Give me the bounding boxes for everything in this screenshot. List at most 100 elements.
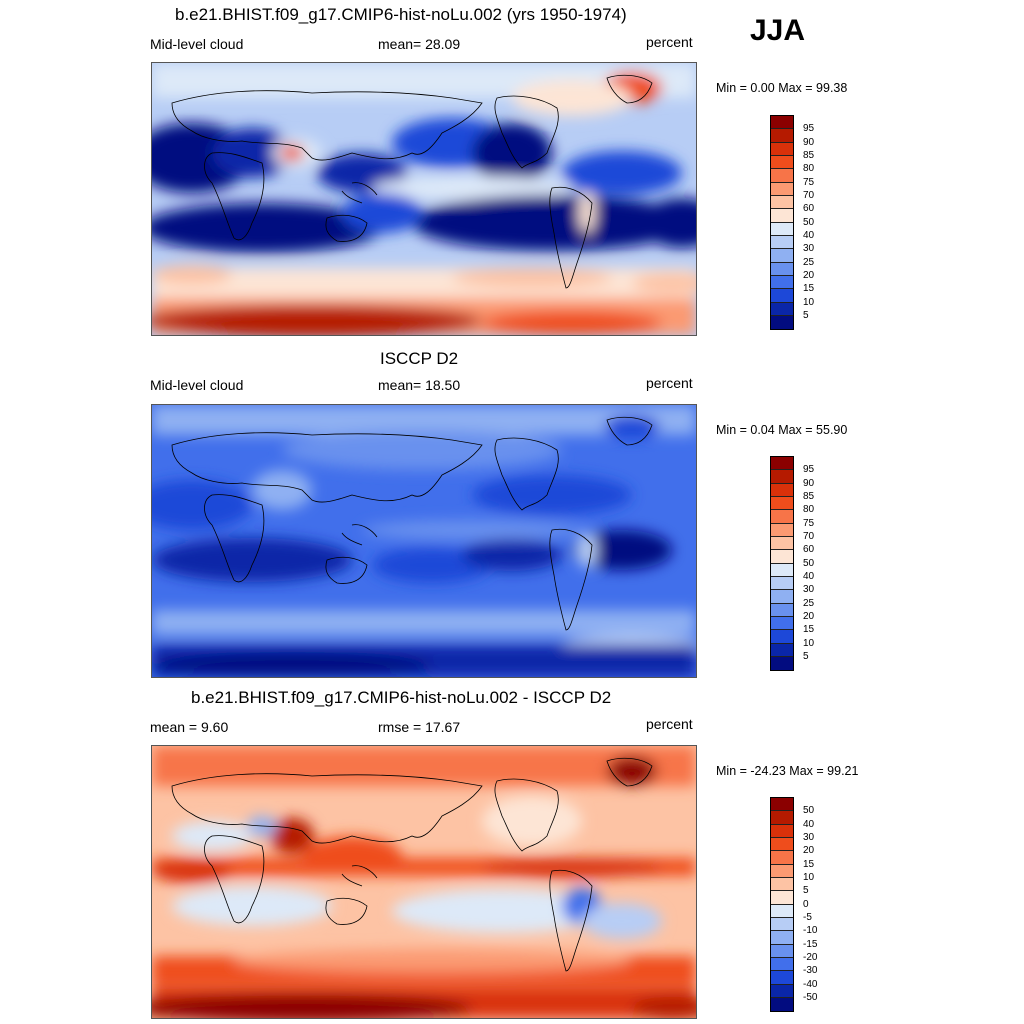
panel-2-title: ISCCP D2: [380, 349, 459, 368]
panel-2-colorbar-segment: [771, 576, 793, 591]
panel-2-colorbar-tick-label: 75: [803, 517, 815, 529]
panel-1-colorbar-tick-label: 95: [803, 123, 815, 135]
panel-1-colorbar-tick-label: 30: [803, 243, 815, 255]
panel-2-colorbar-segment: [771, 563, 793, 577]
panel-1-colorbar-segment: [771, 302, 793, 316]
panel-3-map: [151, 745, 697, 1019]
panel-1-colorbar-tick-label: 15: [803, 283, 815, 295]
panel-1-colorbar-tick-label: 80: [803, 163, 815, 175]
panel-1-colorbar-segment: [771, 275, 793, 290]
panel-3-map-graphic: [152, 746, 696, 1018]
panel-3-colorbar-segment: [771, 824, 793, 838]
panel-1-colorbar-segment: [771, 129, 793, 143]
panel-2-colorbar-tick-label: 20: [803, 610, 815, 622]
panel-1-colorbar-segment: [771, 182, 793, 196]
panel-3-colorbar-segment: [771, 851, 793, 865]
panel-3-colorbar-segment: [771, 944, 793, 958]
panel-2-colorbar-segment: [771, 643, 793, 657]
panel-1-map: [151, 62, 697, 336]
panel-3-title: b.e21.BHIST.f09_g17.CMIP6-hist-noLu.002 …: [191, 688, 612, 707]
panel-3-minmax: Min = -24.23 Max = 99.21: [716, 764, 859, 778]
panel-1-colorbar-tick-label: 85: [803, 149, 815, 161]
panel-3-colorbar-segment: [771, 877, 793, 892]
panel-2-colorbar-tick-label: 15: [803, 624, 815, 636]
panel-3-colorbar-tick-label: 40: [803, 818, 815, 830]
panel-2-colorbar-segment: [771, 510, 793, 524]
panel-1-colorbar: [770, 115, 794, 331]
panel-2-colorbar-tick-label: 5: [803, 650, 809, 662]
panel-3-colorbar-tick-label: -15: [803, 938, 818, 950]
panel-2-colorbar-tick-label: 70: [803, 530, 815, 542]
panel-2-colorbar-segment: [771, 470, 793, 484]
panel-2-colorbar-segment: [771, 656, 793, 671]
panel-3-colorbar-tick-label: 20: [803, 845, 815, 857]
panel-2-colorbar-tick-label: 60: [803, 544, 815, 556]
panel-2-colorbar-tick-label: 10: [803, 637, 815, 649]
panel-3-colorbar-tick-label: 5: [803, 885, 809, 897]
panel-3-colorbar-segment: [771, 957, 793, 972]
panel-1-colorbar-segment: [771, 249, 793, 263]
panel-3-colorbar-tick-label: -30: [803, 965, 818, 977]
panel-1-colorbar-tick-label: 90: [803, 136, 815, 148]
panel-3-colorbar-segment: [771, 931, 793, 945]
panel-3-colorbar-segment: [771, 811, 793, 825]
panel-3-colorbar-segment: [771, 891, 793, 905]
panel-2-colorbar: [770, 456, 794, 672]
panel-3-rmse-label: rmse = 17.67: [378, 719, 461, 735]
panel-2-colorbar-segment: [771, 616, 793, 631]
panel-3-colorbar-segment: [771, 971, 793, 985]
panel-1-units-label: percent: [646, 34, 693, 50]
panel-2-colorbar-segment: [771, 483, 793, 497]
panel-2-colorbar-tick-label: 25: [803, 597, 815, 609]
panel-1-colorbar-segment: [771, 116, 793, 130]
panel-2-colorbar-tick-label: 40: [803, 570, 815, 582]
panel-1-colorbar-tick-label: 40: [803, 229, 815, 241]
panel-1-variable-label: Mid-level cloud: [150, 36, 244, 52]
panel-1-colorbar-segment: [771, 222, 793, 236]
panel-2-map: [151, 404, 697, 678]
panel-3-colorbar-segment: [771, 997, 793, 1012]
panel-3-colorbar-segment: [771, 864, 793, 878]
panel-2-colorbar-tick-label: 90: [803, 477, 815, 489]
panel-2-colorbar-tick-label: 50: [803, 557, 815, 569]
panel-1-colorbar-tick-label: 5: [803, 309, 809, 321]
panel-1-title: b.e21.BHIST.f09_g17.CMIP6-hist-noLu.002 …: [175, 5, 627, 24]
panel-1-colorbar-segment: [771, 155, 793, 170]
panel-3-colorbar-segment: [771, 984, 793, 998]
panel-2-colorbar-tick-label: 85: [803, 490, 815, 502]
panel-1-colorbar-segment: [771, 262, 793, 276]
season-label: JJA: [750, 14, 806, 47]
panel-2-colorbar-tick-label: 95: [803, 464, 815, 476]
panel-2-colorbar-segment: [771, 536, 793, 551]
panel-3-colorbar-segment: [771, 904, 793, 918]
panel-1-colorbar-segment: [771, 235, 793, 250]
panel-2-colorbar-tick-label: 80: [803, 504, 815, 516]
panel-2-minmax: Min = 0.04 Max = 55.90: [716, 423, 848, 437]
panel-1-colorbar-segment: [771, 289, 793, 303]
panel-3-units-label: percent: [646, 716, 693, 732]
panel-3-colorbar: [770, 797, 794, 1013]
panel-1-mean-label: mean= 28.09: [378, 36, 461, 52]
panel-1-colorbar-tick-label: 70: [803, 189, 815, 201]
panel-1-colorbar-segment: [771, 169, 793, 183]
panel-1-map-graphic: [152, 63, 696, 335]
panel-2-mean-label: mean= 18.50: [378, 377, 461, 393]
panel-2-map-graphic: [152, 405, 696, 677]
panel-2-colorbar-segment: [771, 590, 793, 604]
panel-2-colorbar-segment: [771, 603, 793, 617]
panel-1-colorbar-segment: [771, 315, 793, 330]
panel-3-colorbar-tick-label: 50: [803, 805, 815, 817]
panel-2-variable-label: Mid-level cloud: [150, 377, 244, 393]
panel-2-colorbar-segment: [771, 523, 793, 537]
panel-3-colorbar-tick-label: -10: [803, 925, 818, 937]
panel-3-mean-label: mean = 9.60: [150, 719, 229, 735]
panel-1-colorbar-tick-label: 60: [803, 203, 815, 215]
panel-2-colorbar-tick-label: 30: [803, 584, 815, 596]
panel-3-colorbar-segment: [771, 837, 793, 852]
panel-1-colorbar-tick-label: 50: [803, 216, 815, 228]
panel-3-colorbar-tick-label: -20: [803, 951, 818, 963]
panel-3-colorbar-tick-label: 15: [803, 858, 815, 870]
panel-3-colorbar-tick-label: -5: [803, 911, 812, 923]
panel-3-colorbar-segment: [771, 798, 793, 812]
panel-3-colorbar-segment: [771, 917, 793, 932]
